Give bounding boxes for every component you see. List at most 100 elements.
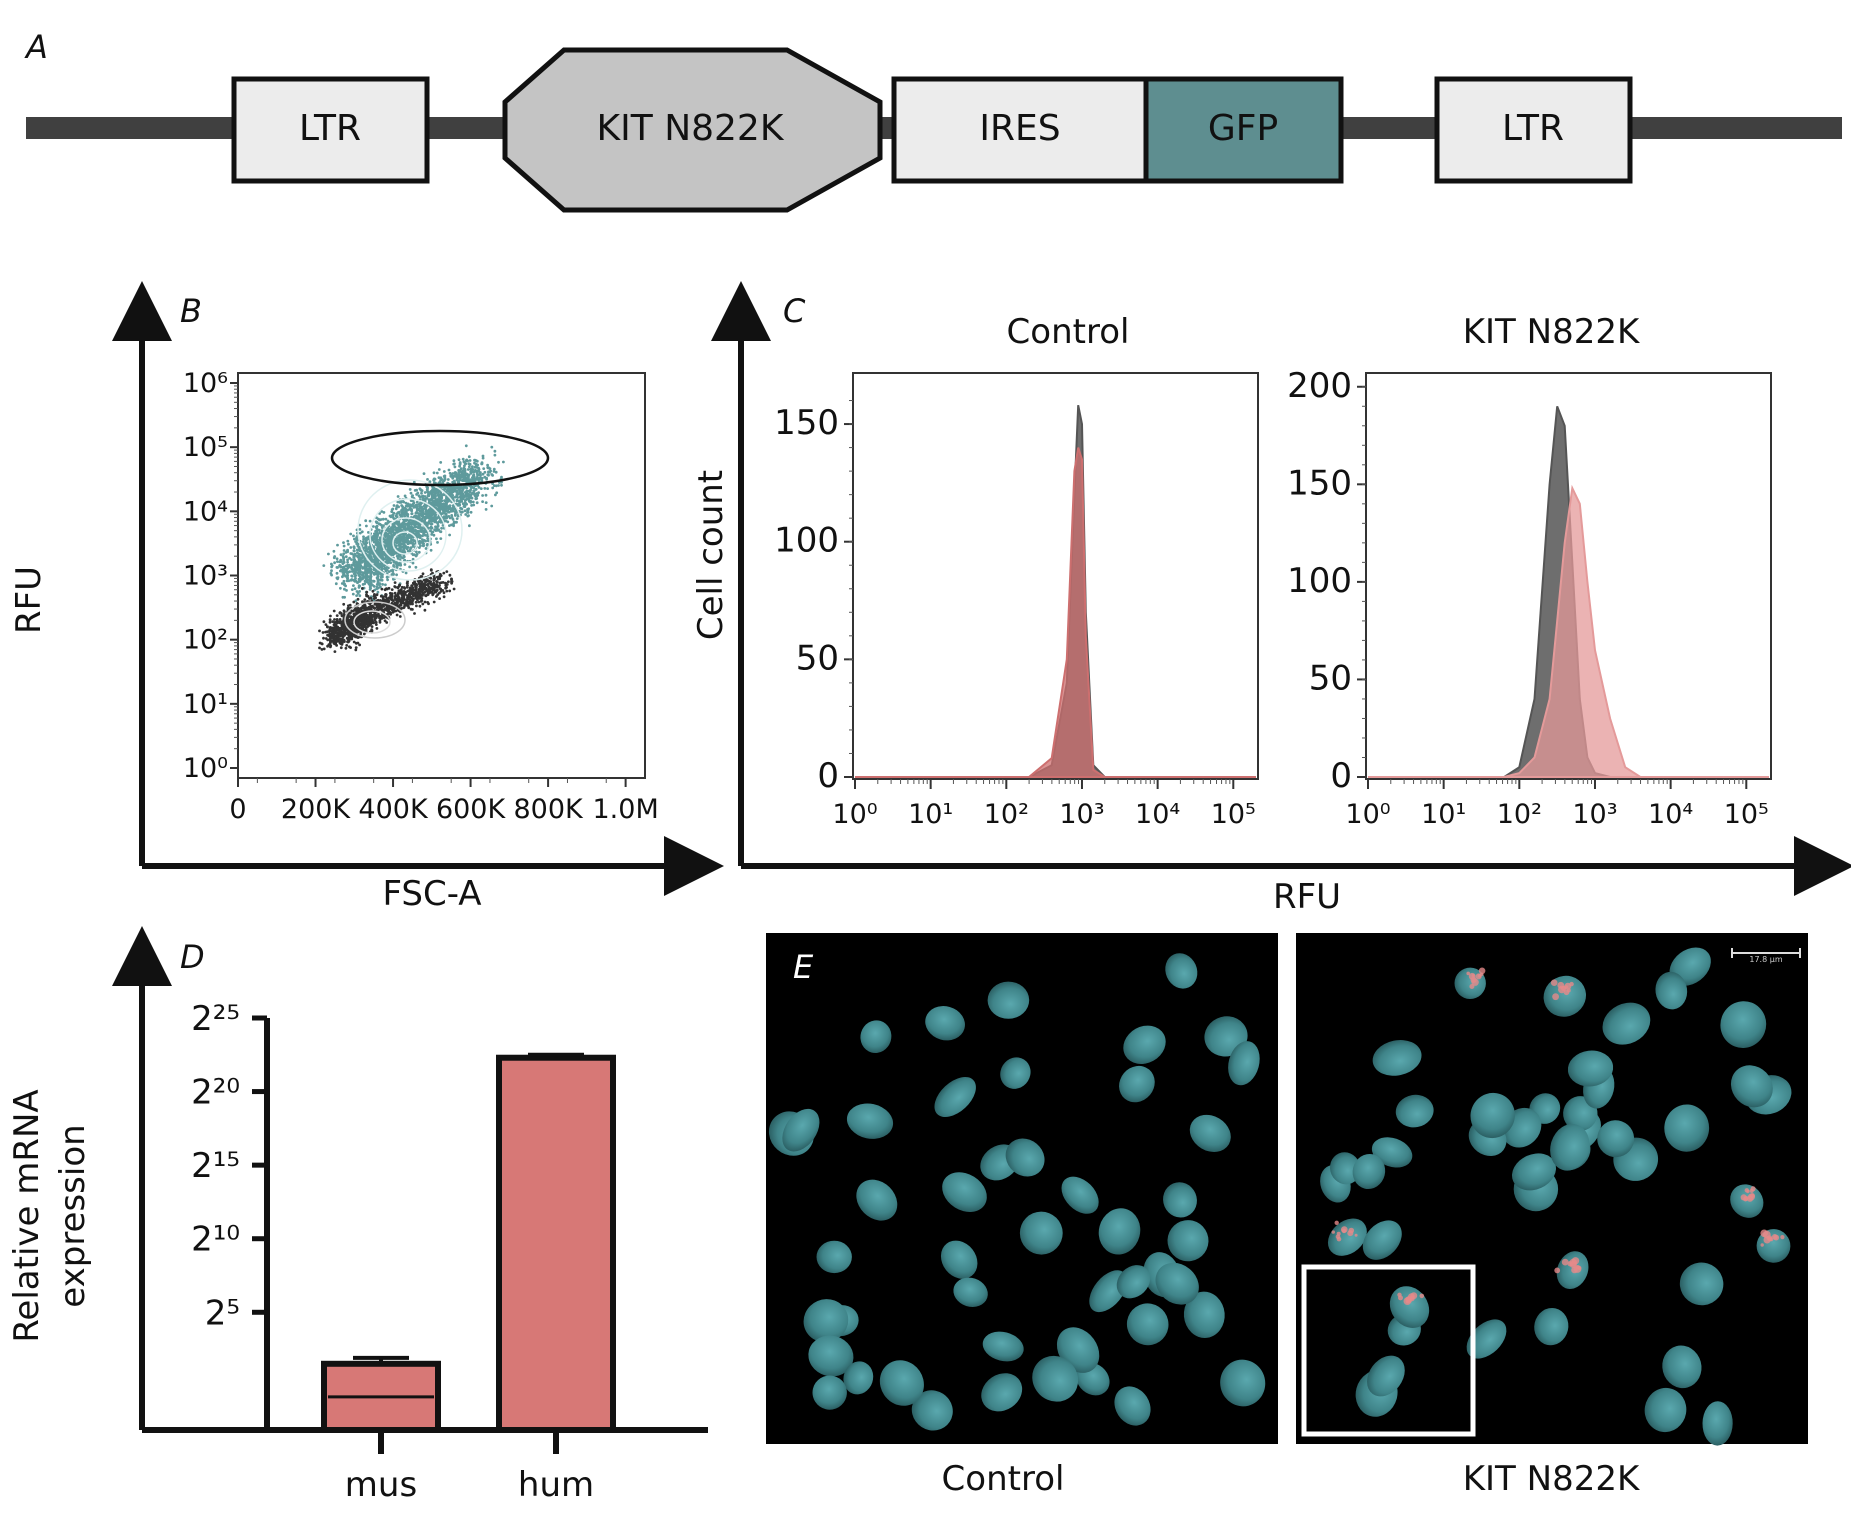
nucleus	[846, 1103, 894, 1139]
panel-c: C Cell count RFU Control KIT N822K 0 50 10…	[691, 281, 1851, 917]
caption-control: Control	[942, 1459, 1065, 1499]
c-ytick-label: 50	[796, 638, 839, 678]
b-ytick-label: 10⁴	[183, 496, 228, 527]
d-ytick-label: 2¹⁰	[191, 1220, 240, 1260]
category-label-mus: mus	[345, 1465, 417, 1505]
panel-a: A LTR KIT N822K IRES GFP LTR	[24, 28, 1842, 213]
nucleus	[816, 1240, 852, 1274]
nucleus	[1019, 1211, 1063, 1255]
category-label-hum: hum	[518, 1465, 594, 1505]
nucleus	[1367, 1355, 1405, 1397]
panel-c-kit-title: KIT N822K	[1463, 312, 1641, 352]
nucleus	[808, 1335, 854, 1377]
kit-n822k-box	[502, 47, 883, 213]
panel-b: B RFU FSC-A 10⁰ 10¹ 10² 10³ 10⁴ 10⁵ 10⁶ 0 200K 4…	[9, 281, 724, 914]
nucleus	[911, 1390, 953, 1431]
nucleus	[1466, 1319, 1507, 1359]
panel-b-y-ticks: 10⁰ 10¹ 10² 10³ 10⁴ 10⁵ 10⁶	[183, 368, 238, 784]
nucleus	[982, 1331, 1024, 1362]
c-xtick-label: 10²	[1497, 799, 1542, 830]
panel-c-control-plot: 0 50 100 150 10⁰ 10¹ 10² 10³ 10⁴ 10⁵	[774, 400, 1256, 830]
ires-box	[891, 76, 1149, 184]
nucleus	[1644, 1387, 1687, 1433]
c-ytick-label: 50	[1309, 658, 1352, 698]
b-ytick-label: 10⁵	[183, 432, 228, 463]
panel-c-ylabel: Cell count	[691, 470, 731, 640]
c-ytick-label: 0	[1330, 756, 1352, 796]
panel-e: 17.8 µm E Control KIT N822K	[766, 933, 1808, 1499]
panel-d: D Relative mRNA expression 2⁵ 2¹⁰ 2¹⁵ 2²⁰ 2²…	[7, 926, 708, 1505]
nucleus	[782, 1108, 820, 1152]
histogram-series-1	[1368, 484, 1769, 778]
nucleus	[1165, 953, 1198, 989]
panel-b-events	[318, 444, 505, 653]
panel-b-gate-ellipse	[330, 429, 550, 487]
nucleus	[1372, 1040, 1422, 1076]
nucleus	[1098, 1208, 1141, 1255]
nucleus	[1163, 1182, 1197, 1218]
panel-c-xlabel: RFU	[1273, 877, 1341, 917]
kit-n822k-label: KIT N822K	[597, 108, 785, 149]
nucleus	[1702, 1401, 1733, 1446]
nucleus	[1664, 1104, 1710, 1152]
b-ytick-label: 10¹	[183, 689, 228, 720]
panel-b-label: B	[180, 292, 202, 330]
b-xtick-label: 600K	[436, 794, 507, 825]
nucleus	[1662, 1345, 1702, 1389]
c-ytick-label: 150	[774, 403, 839, 443]
nucleus	[942, 1172, 987, 1212]
d-ytick-label: 2¹⁵	[191, 1146, 240, 1186]
nucleus	[1189, 1114, 1231, 1152]
nucleus	[1352, 1153, 1386, 1190]
nucleus	[803, 1299, 849, 1343]
nucleus	[940, 1240, 978, 1279]
c-ytick-label: 0	[817, 756, 839, 796]
panel-d-ylabel-line1: Relative mRNA	[7, 1089, 47, 1342]
nucleus	[1119, 1065, 1155, 1103]
nucleus	[1470, 1092, 1515, 1139]
control-nuclei	[768, 953, 1266, 1431]
nucleus	[856, 1179, 898, 1221]
scale-bar-label: 17.8 µm	[1749, 955, 1782, 964]
c-ytick-label: 100	[774, 521, 839, 561]
c-xtick-label: 10⁵	[1211, 799, 1256, 830]
b-xtick-label: 1.0M	[593, 794, 659, 825]
ltr-left-label: LTR	[299, 108, 361, 149]
panel-c-control-title: Control	[1007, 312, 1130, 352]
panel-b-xlabel: FSC-A	[382, 874, 481, 914]
inset-frame	[1301, 1264, 1476, 1437]
bar-hum	[496, 1054, 616, 1433]
nucleus	[843, 1361, 874, 1395]
nucleus	[1327, 1218, 1367, 1256]
b-ytick-label: 10⁶	[183, 368, 228, 399]
c-xtick-label: 10¹	[908, 799, 953, 830]
d-ytick-label: 2⁵	[205, 1293, 240, 1333]
b-ytick-label: 10⁰	[183, 753, 228, 784]
panel-d-bars: mus hum	[321, 1052, 616, 1505]
c-xtick-label: 10²	[984, 799, 1029, 830]
nucleus	[1534, 1307, 1569, 1346]
ires-label: IRES	[979, 108, 1060, 149]
nucleus	[1655, 971, 1688, 1010]
nucleus	[1511, 1153, 1557, 1191]
nucleus	[981, 1373, 1023, 1412]
b-xtick-label: 800K	[513, 794, 584, 825]
c-xtick-label: 10⁴	[1135, 799, 1180, 830]
gfp-label: GFP	[1208, 108, 1278, 149]
nucleus	[1679, 1262, 1724, 1306]
c-xtick-label: 10⁰	[1345, 799, 1390, 830]
c-xtick-label: 10³	[1572, 799, 1617, 830]
nucleus	[879, 1360, 924, 1406]
b-ytick-label: 10²	[183, 625, 228, 656]
b-ytick-label: 10³	[183, 561, 228, 592]
nucleus	[1000, 1057, 1031, 1089]
c-xtick-label: 10³	[1059, 799, 1104, 830]
nucleus	[1730, 1065, 1773, 1108]
d-ytick-label: 2²⁰	[191, 1073, 240, 1113]
kit-nuclei	[1320, 947, 1792, 1446]
nucleus	[1116, 1265, 1151, 1299]
nucleus	[1371, 1137, 1413, 1168]
nucleus	[1720, 1001, 1767, 1049]
panel-c-kit-plot: 0 50 100 150 200 10⁰ 10¹ 10² 10³ 10⁴ 10⁵	[1287, 366, 1769, 830]
